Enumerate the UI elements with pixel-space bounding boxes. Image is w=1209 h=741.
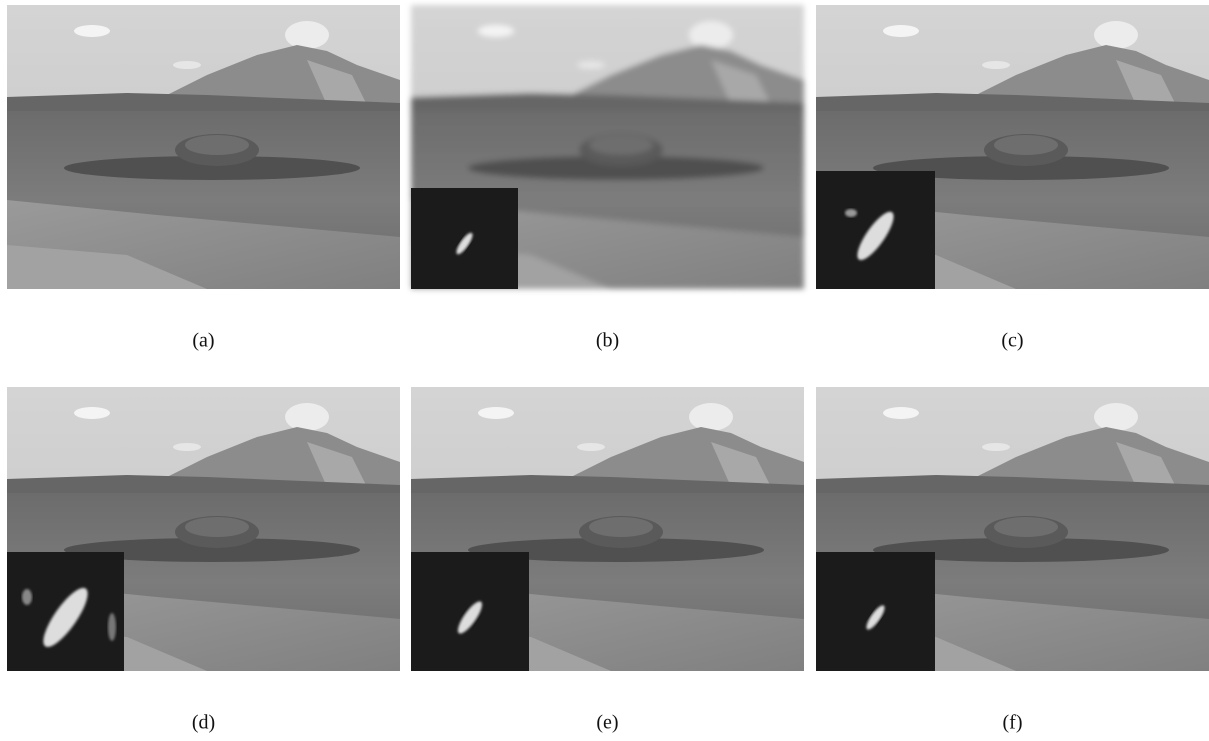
image-panel — [816, 5, 1209, 289]
panel-caption: (e) — [596, 712, 618, 734]
page: {"figure": {"panels": [{"label": "(a)"},… — [0, 0, 1209, 741]
panel-caption: (d) — [192, 712, 215, 734]
kernel-speck — [22, 589, 32, 605]
panel-caption: (f) — [1003, 712, 1023, 734]
figure: (a) (b) (c) (d) (e) (f) — [0, 0, 1209, 741]
kernel-speck — [845, 209, 857, 217]
kernel-speck — [108, 613, 116, 641]
panel-caption: (a) — [192, 330, 214, 352]
image-panel — [411, 5, 804, 289]
panel-caption: (b) — [596, 330, 619, 352]
image-panel — [7, 387, 400, 671]
photo — [7, 5, 400, 289]
image-panel — [816, 387, 1209, 671]
panel-caption: (c) — [1001, 330, 1023, 352]
image-panel — [411, 387, 804, 671]
image-panel — [7, 5, 400, 289]
